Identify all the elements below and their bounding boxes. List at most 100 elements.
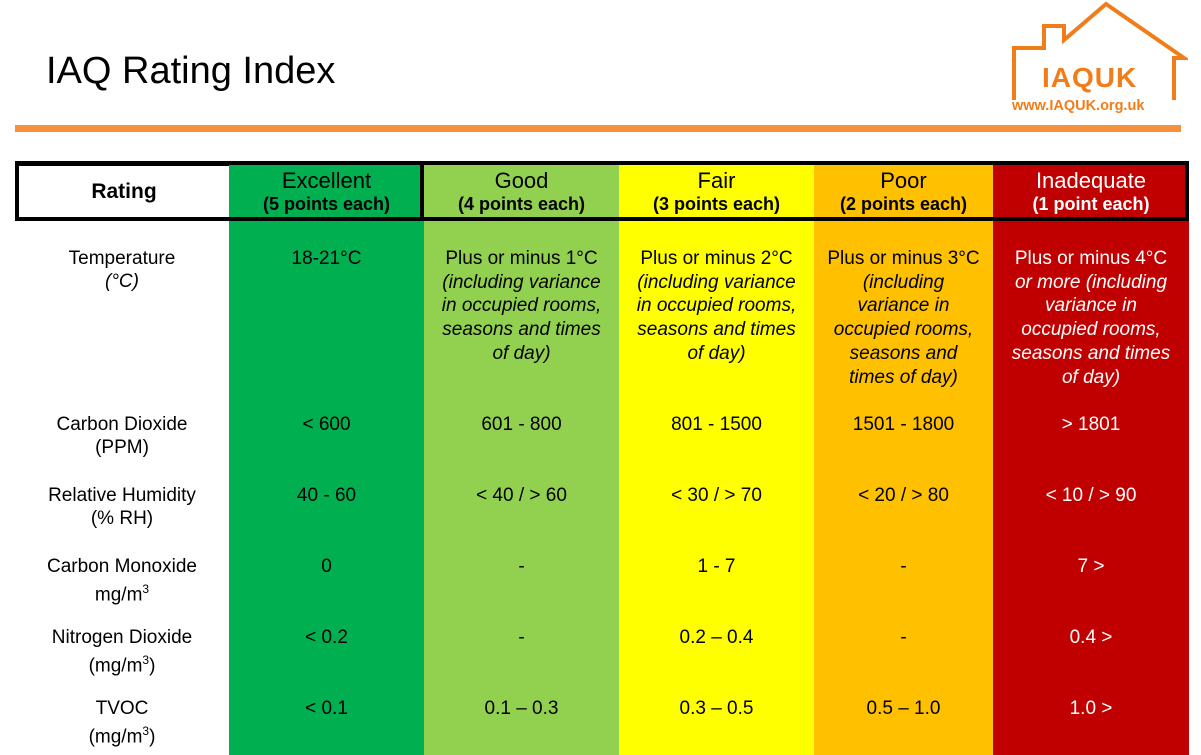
header-name: Inadequate — [1035, 167, 1147, 193]
header-points: (2 points each) — [839, 193, 968, 214]
unit-superscript: 3 — [142, 653, 150, 667]
rating-cell: 40 - 60 — [296, 485, 357, 506]
row-label-unit: (% RH) — [15, 507, 229, 530]
row-label-name: Carbon Monoxide — [47, 556, 197, 577]
iaquk-logo: IAQUK www.IAQUK.org.uk — [1008, 0, 1188, 128]
row-label-unit-text: (mg/m — [88, 655, 143, 677]
row-label: Temperature (°C) — [15, 247, 229, 293]
header-points: (3 points each) — [652, 193, 781, 214]
rating-cell: - — [518, 556, 525, 577]
rating-cell: 7 > — [1077, 556, 1105, 577]
page-title: IAQ Rating Index — [46, 50, 336, 92]
row-label-unit-text: (°C) — [105, 271, 139, 292]
rating-cell: 1.0 > — [1069, 698, 1113, 719]
row-label: TVOC (mg/m3) — [15, 697, 229, 748]
row-label-name: TVOC — [95, 698, 149, 719]
row-label-unit-text: (PPM) — [95, 437, 149, 458]
unit-close-paren: ) — [149, 726, 156, 748]
rating-cell: 0.2 – 0.4 — [679, 627, 754, 648]
title-divider — [15, 125, 1181, 132]
rating-cell: < 40 / > 60 — [476, 485, 567, 506]
rating-cell: Plus or minus 2°C (including variance in… — [619, 247, 814, 366]
rating-header: Rating — [15, 162, 229, 221]
header-inadequate: Inadequate (1 point each) — [993, 163, 1189, 219]
logo-brand: IAQUK — [1042, 62, 1138, 93]
cell-note: (including variance in occupied rooms, s… — [636, 271, 797, 364]
row-label-unit: (mg/m3) — [15, 720, 229, 748]
header-border-bottom — [15, 217, 1189, 221]
rating-cell: 0.4 > — [1069, 627, 1113, 648]
row-label-unit-text: mg/m — [94, 584, 143, 606]
rating-cell: 0.1 – 0.3 — [484, 698, 559, 719]
header-border-vertical — [1185, 161, 1189, 221]
column-inadequate — [993, 163, 1189, 755]
rating-cell: 1501 - 1800 — [852, 414, 955, 435]
unit-superscript: 3 — [142, 582, 150, 596]
header-points: (1 point each) — [1032, 193, 1150, 214]
row-label: Nitrogen Dioxide (mg/m3) — [15, 626, 229, 677]
cell-note: (including variance in occupied rooms, s… — [833, 271, 974, 388]
header-border-vertical — [15, 161, 19, 221]
rating-cell: - — [518, 627, 525, 648]
header-name: Excellent — [281, 167, 372, 193]
logo-url: www.IAQUK.org.uk — [1012, 98, 1145, 114]
row-label-unit-text: (% RH) — [90, 508, 154, 529]
rating-cell: < 600 — [302, 414, 351, 435]
row-label-unit: (°C) — [15, 270, 229, 293]
rating-cell: Plus or minus 1°C (including variance in… — [424, 247, 619, 366]
row-label-unit: (PPM) — [15, 436, 229, 459]
column-good — [424, 163, 619, 755]
cell-value: Plus or minus 2°C — [640, 248, 793, 269]
house-outline-icon — [1012, 1, 1188, 100]
rating-cell: > 1801 — [1061, 414, 1121, 435]
rating-cell: - — [900, 556, 907, 577]
column-fair — [619, 163, 814, 755]
rating-cell: 0.5 – 1.0 — [866, 698, 941, 719]
row-label-unit-text: (mg/m — [88, 726, 143, 748]
unit-close-paren: ) — [149, 655, 156, 677]
rating-cell: 0.3 – 0.5 — [679, 698, 754, 719]
header-excellent: Excellent (5 points each) — [229, 163, 424, 219]
rating-cell: < 10 / > 90 — [1045, 485, 1137, 506]
rating-cell: 1 - 7 — [697, 556, 736, 577]
row-label: Relative Humidity (% RH) — [15, 484, 229, 530]
row-label: Carbon Dioxide (PPM) — [15, 413, 229, 459]
rating-cell: 18-21°C — [229, 247, 424, 271]
header-points: (4 points each) — [457, 193, 586, 214]
row-label-name: Nitrogen Dioxide — [51, 627, 193, 648]
rating-cell: 0 — [321, 556, 332, 577]
header-good: Good (4 points each) — [424, 163, 619, 219]
row-label-unit: mg/m3 — [15, 578, 229, 606]
row-label-unit: (mg/m3) — [15, 649, 229, 677]
rating-cell: 801 - 1500 — [671, 414, 762, 435]
header-border-vertical — [420, 161, 424, 221]
cell-value: Plus or minus 4°C — [1014, 248, 1168, 269]
cell-value: Plus or minus 1°C — [445, 248, 598, 269]
cell-note: or more (including variance in occupied … — [1011, 271, 1171, 388]
cell-value: Plus or minus 3°C — [827, 248, 980, 269]
header-poor: Poor (2 points each) — [814, 163, 993, 219]
cell-value: 18-21°C — [291, 248, 362, 269]
rating-cell: < 0.2 — [305, 627, 348, 648]
row-label-name: Temperature — [68, 248, 176, 269]
rating-cell: - — [900, 627, 907, 648]
header-name: Poor — [880, 167, 927, 193]
header-fair: Fair (3 points each) — [619, 163, 814, 219]
rating-cell: < 20 / > 80 — [858, 485, 949, 506]
rating-cell: Plus or minus 3°C (including variance in… — [814, 247, 993, 389]
rating-cell: Plus or minus 4°C or more (including var… — [993, 247, 1189, 389]
rating-cell: 601 - 800 — [481, 414, 562, 435]
column-excellent — [229, 163, 424, 755]
header-points: (5 points each) — [262, 193, 391, 214]
header-name: Fair — [697, 167, 736, 193]
row-label: Carbon Monoxide mg/m3 — [15, 555, 229, 606]
column-poor — [814, 163, 993, 755]
unit-superscript: 3 — [142, 724, 150, 738]
rating-cell: < 0.1 — [305, 698, 348, 719]
row-label-name: Carbon Dioxide — [56, 414, 188, 435]
cell-note: (including variance in occupied rooms, s… — [441, 271, 602, 364]
header-border-top — [15, 161, 1189, 165]
row-label-name: Relative Humidity — [48, 485, 196, 506]
rating-cell: < 30 / > 70 — [671, 485, 762, 506]
header-name: Good — [494, 167, 549, 193]
